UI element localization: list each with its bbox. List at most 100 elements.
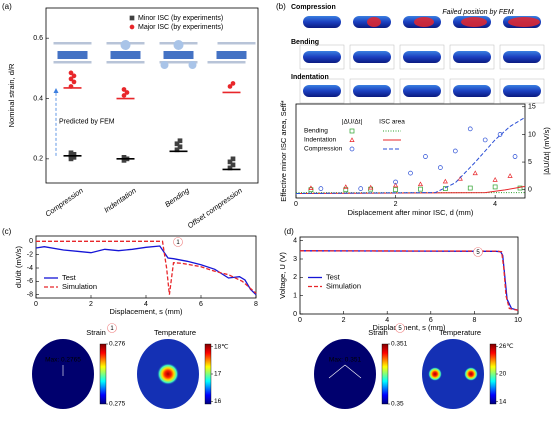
pointer (344, 364, 362, 379)
contour-map (314, 339, 376, 409)
y-tick-label: 15 (528, 104, 536, 111)
data-point (71, 79, 77, 85)
legend-marker (349, 146, 355, 152)
x-axis-label: Displacement after minor ISC, d (mm) (348, 208, 474, 217)
fixture (449, 44, 495, 70)
failure-spot (414, 17, 434, 27)
y-tick-label: 0.6 (33, 35, 43, 42)
data-point (442, 178, 448, 184)
fixture (399, 78, 445, 104)
annotation: 5 (398, 326, 402, 332)
cell-image (403, 85, 441, 97)
fixture (299, 44, 345, 70)
data-point (121, 93, 127, 98)
annotation: 5 (476, 250, 480, 256)
x-tick-label: 6 (429, 317, 433, 324)
failure-spot (508, 17, 540, 27)
hot-spot (157, 363, 179, 385)
cell-image (353, 51, 391, 63)
colorbar-tick-label: 0.35 (391, 401, 404, 408)
cell-image (303, 85, 341, 97)
x-axis-label: Displacement, s (mm) (110, 307, 183, 316)
pointer (328, 364, 346, 379)
y-tick-label: 0 (293, 311, 297, 318)
arrow-head (53, 87, 59, 93)
x-tick-label: 4 (493, 201, 497, 208)
legend-label: Compression (304, 146, 343, 153)
y-tick-label: 4 (293, 238, 297, 245)
annotation-circle (173, 237, 183, 247)
colorbar-tick-label: 0.275 (109, 401, 126, 408)
data-point (507, 173, 513, 178)
annotation: 1 (176, 240, 180, 246)
x-tick-label: Bending (163, 185, 191, 209)
data-point (68, 70, 74, 76)
hot-spot (464, 367, 478, 381)
fixture (159, 61, 198, 64)
x-axis-label: Displacement, s (mm) (373, 323, 446, 332)
data-point (368, 184, 374, 190)
legend-marker (349, 137, 355, 142)
fixture (106, 61, 145, 64)
annotation-circle (473, 247, 483, 257)
colorbar-tick-label: 0.351 (391, 341, 408, 348)
roller (160, 61, 169, 69)
colorbar-tick-label: 0.276 (109, 341, 126, 348)
annotation-circle (107, 323, 117, 333)
data-point (492, 184, 498, 190)
data-point (492, 177, 498, 182)
axes-frame (295, 103, 526, 199)
x-tick-label: 2 (394, 201, 398, 208)
fixture (217, 42, 256, 45)
x-tick-label: 2 (342, 317, 346, 324)
cell-image (453, 51, 491, 63)
legend-header: |ΔU/Δt| (342, 119, 363, 126)
data-point (177, 138, 183, 144)
data-point (343, 187, 349, 193)
fixture (349, 44, 395, 70)
y-tick-label: -6 (27, 278, 33, 285)
y-tick-label: 2 (293, 274, 297, 281)
data-point (121, 87, 127, 92)
image-label: Indentation (291, 74, 329, 81)
colorbar (99, 343, 107, 405)
cell-icon (110, 51, 141, 59)
failure-spot (367, 17, 381, 27)
y-tick-label: 3 (293, 256, 297, 263)
colorbar-tick-label: 17 (214, 371, 222, 378)
data-line (36, 240, 257, 295)
x-tick-label: 10 (514, 317, 522, 324)
annotation: Predicted by FEM (59, 119, 115, 126)
cell-image (453, 85, 491, 97)
max-label: Max: 0.351 (329, 357, 362, 364)
colorbar-tick-label: 14 (499, 398, 507, 405)
x-tick-label: 8 (254, 301, 258, 308)
data-point (343, 184, 349, 189)
legend-label: Simulation (326, 281, 361, 290)
fixture (299, 78, 345, 104)
legend-label: Minor ISC (by experiments) (138, 15, 223, 22)
data-point (358, 186, 364, 191)
y-axis-label: Effective minor ISC area, Seff* (279, 100, 288, 202)
x-tick-label: Compression (43, 186, 84, 219)
cell-image (403, 51, 441, 63)
cell-image (303, 51, 341, 63)
colorbar (381, 343, 389, 405)
data-point (438, 165, 443, 170)
data-point (174, 141, 180, 147)
data-point (418, 186, 423, 192)
legend-label: Test (326, 272, 341, 281)
panel-label: (b) (276, 2, 286, 11)
axes-frame (299, 236, 519, 315)
fixture (499, 78, 545, 104)
annotation: Failed position by FEM (442, 9, 513, 16)
legend-label: Bending (304, 128, 328, 135)
inset-title: Strain (368, 328, 388, 337)
roller (173, 40, 184, 50)
data-point (71, 73, 77, 79)
data-point (467, 185, 473, 191)
fixture (53, 61, 92, 64)
annotation-circle (395, 323, 405, 333)
legend-label: Indentation (304, 137, 337, 144)
